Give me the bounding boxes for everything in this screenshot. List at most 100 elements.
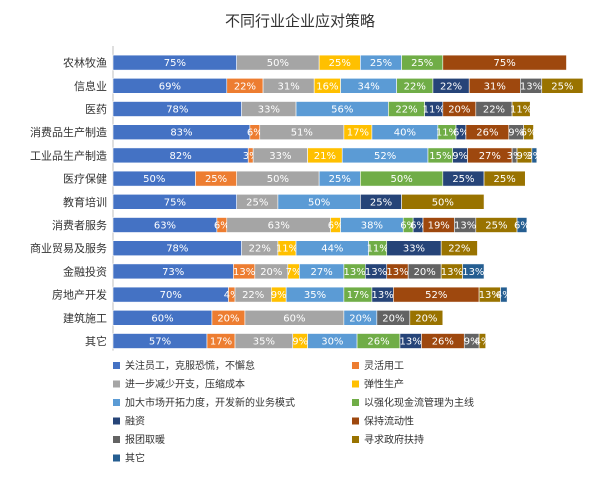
data-label: 20% [448,105,470,116]
legend-swatch [113,380,120,388]
data-label: 6% [328,221,344,232]
bar-segment [511,101,531,117]
data-label: 40% [394,128,416,139]
data-label: 11% [510,105,532,116]
data-label: 3% [526,151,542,162]
legend-entry: 以强化现金流管理为主线 [364,396,474,409]
data-label: 6% [453,128,469,139]
data-label: 13% [386,267,408,278]
data-label: 9% [452,151,468,162]
chart-title: 不同行业企业应对策略 [225,12,375,30]
data-label: 31% [278,81,300,92]
data-label: 78% [166,244,188,255]
category-label: 消费品生产制造 [30,125,107,139]
category-label: 商业贸易及服务 [30,241,107,255]
data-label: 3% [243,151,259,162]
data-label: 70% [160,290,182,301]
data-label: 20% [414,267,436,278]
data-label: 20% [260,267,282,278]
bar-segment [401,194,485,210]
data-label: 60% [283,313,305,324]
data-label: 13% [233,267,255,278]
data-label: 26% [432,337,454,348]
data-label: 6% [400,221,416,232]
data-label: 9% [517,151,533,162]
legend-swatch [113,454,120,462]
data-label: 26% [476,128,498,139]
legend-entry: 关注员工，克服恐慌，不懈怠 [125,359,255,372]
data-label: 22% [234,81,256,92]
data-label: 25% [329,174,351,185]
data-label: 25% [329,58,351,69]
legend-entry: 保持流动性 [364,415,414,428]
data-label: 22% [395,105,417,116]
data-label: 4% [224,290,240,301]
bar-segment [541,78,584,94]
data-label: 56% [331,105,353,116]
bar-segment [440,240,478,256]
data-label: 27% [310,267,332,278]
plot-area: 农林牧渔 75% 50% 25% 25% 25% 75% 信息业 69% 22% 31% 16% 34%… [30,46,584,351]
category-label: 金融投资 [63,264,107,278]
data-label: 21% [314,151,336,162]
legend-swatch [113,417,120,425]
legend-entry: 弹性生产 [364,378,404,391]
legend-swatch [352,436,359,443]
data-label: 13% [520,81,542,92]
data-label: 33% [258,105,280,116]
legend-entry: 报团取暖 [125,433,165,446]
data-label: 4% [474,337,490,348]
data-label: 11% [276,244,298,255]
data-label: 75% [494,58,516,69]
data-label: 6% [514,221,530,232]
legend-swatch [113,436,120,443]
data-label: 52% [374,151,396,162]
data-label: 50% [432,197,454,208]
data-label: 20% [217,313,239,324]
data-label: 75% [164,197,186,208]
data-label: 25% [370,197,392,208]
data-label: 31% [484,81,506,92]
data-label: 15% [429,151,451,162]
data-label: 25% [370,58,392,69]
bar-segment [500,286,508,303]
data-label: 63% [154,221,176,232]
legend-entry: 寻求政府扶持 [364,433,424,446]
bar-segment [442,54,567,71]
data-label: 9% [464,337,480,348]
data-label: 57% [149,337,171,348]
data-label: 73% [162,267,184,278]
data-label: 50% [308,197,330,208]
category-label: 房地产开发 [52,288,107,302]
data-label: 63% [268,221,290,232]
legend-entry: 进一步减少开支，压缩成本 [125,378,245,391]
legend-swatch [113,399,120,406]
data-label: 34% [357,81,379,92]
data-label: 69% [159,81,181,92]
bar-segment [483,170,526,187]
data-label: 35% [304,290,326,301]
data-label: 50% [143,174,165,185]
data-label: 13% [372,290,394,301]
data-label: 6% [410,221,426,232]
category-label: 信息业 [74,79,107,93]
data-label: 13% [343,267,365,278]
bar-segment [531,147,538,164]
data-label: 20% [415,313,437,324]
data-label: 22% [483,105,505,116]
data-label: 52% [425,290,447,301]
category-label: 工业品生产制造 [30,148,107,162]
data-label: 4% [496,290,512,301]
data-label: 6% [521,128,537,139]
data-label: 20% [349,313,371,324]
data-label: 13% [365,267,387,278]
category-label: 建筑施工 [63,311,107,325]
data-label: 11% [436,128,458,139]
data-label: 17% [347,128,369,139]
data-label: 22% [440,81,462,92]
data-label: 9% [292,337,308,348]
data-label: 25% [494,174,516,185]
